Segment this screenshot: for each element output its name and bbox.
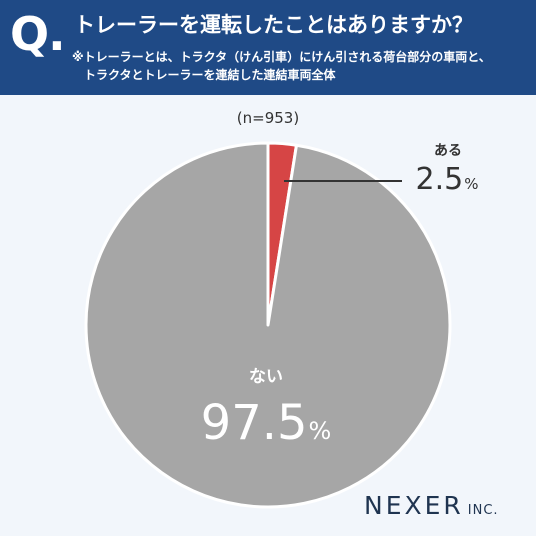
brand-logo: NEXER INC. — [364, 490, 499, 527]
question-note: ※トレーラーとは、トラクタ（けん引車）にけん引される荷台部分の車両と、 トラクタ… — [72, 48, 491, 84]
sample-size: (n=953) — [236, 109, 300, 127]
question-note-line1: ※トレーラーとは、トラクタ（けん引車）にけん引される荷台部分の車両と、 — [72, 50, 491, 64]
slice-value-nai-number: 97.5 — [200, 395, 308, 451]
slice-value-nai: 97.5% — [186, 393, 346, 461]
slice-value-aru-unit: % — [464, 175, 479, 193]
brand-suffix: INC. — [467, 503, 499, 518]
brand-name: NEXER — [364, 491, 464, 520]
question-note-line2: トラクタとトレーラーを連結した連結車両全体 — [84, 68, 336, 82]
question-header: Q. トレーラーを運転したことはありますか？ ※トレーラーとは、トラクタ（けん引… — [0, 0, 536, 95]
pie-slice-nai — [84, 141, 452, 509]
slice-value-aru-number: 2.5 — [415, 162, 464, 197]
slice-label-nai: ない — [249, 367, 283, 387]
slice-value-aru: 2.5% — [402, 160, 492, 204]
question-mark: Q. — [10, 7, 66, 61]
question-title: トレーラーを運転したことはありますか？ — [74, 13, 473, 37]
slice-value-nai-unit: % — [308, 417, 332, 445]
slice-label-aru: ある — [434, 143, 462, 159]
